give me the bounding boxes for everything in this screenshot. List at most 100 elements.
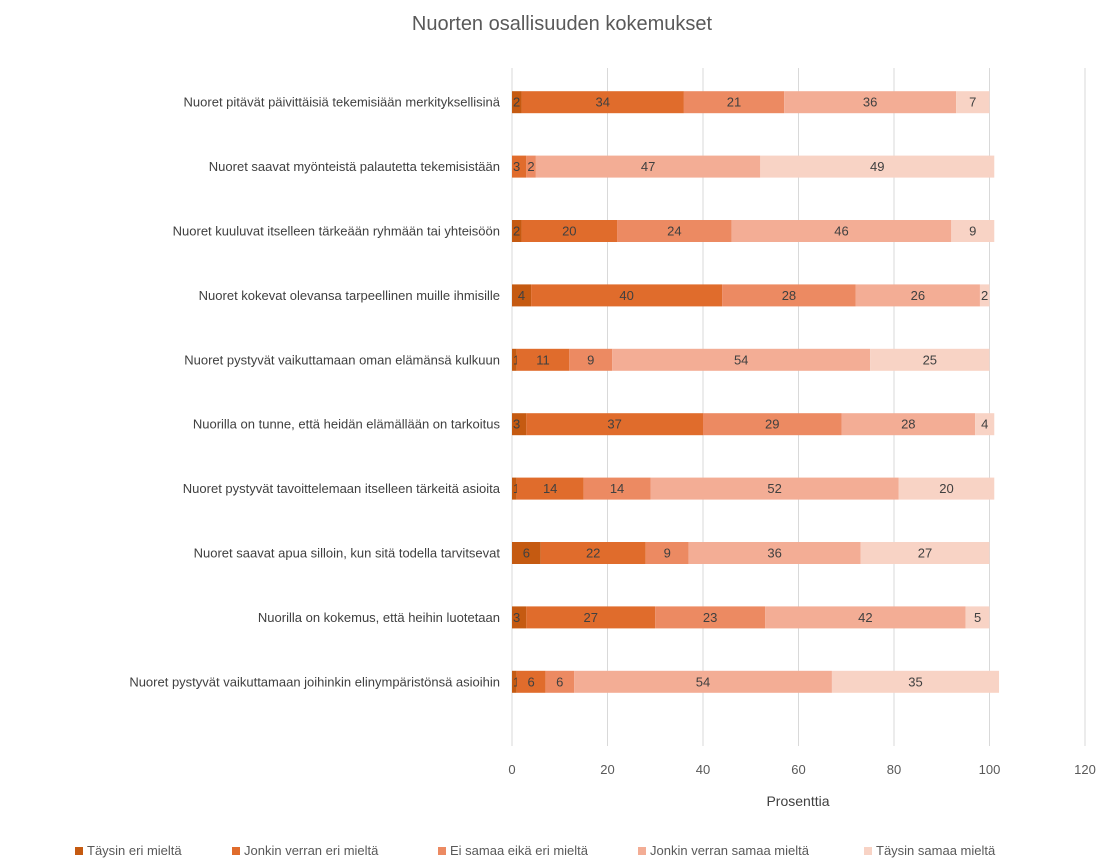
- data-label: 4: [981, 417, 988, 432]
- data-label: 2: [981, 288, 988, 303]
- data-label: 37: [607, 417, 621, 432]
- bar-segment: [612, 348, 871, 371]
- bar-segment: [545, 670, 575, 693]
- bar-segment: [512, 220, 522, 242]
- bars: 2342136703247492202446944028262111954253…: [512, 91, 1000, 693]
- bar-segment: [979, 284, 990, 307]
- legend-label: Jonkin verran samaa mieltä: [650, 843, 810, 858]
- data-label: 20: [939, 481, 953, 496]
- data-label: 6: [527, 674, 534, 689]
- legend-label: Täysin eri mieltä: [87, 843, 182, 858]
- data-label: 52: [767, 481, 781, 496]
- data-label: 9: [587, 352, 594, 367]
- category-label: Nuorilla on kokemus, että heihin luoteta…: [258, 610, 500, 625]
- data-label: 14: [543, 481, 557, 496]
- category-label: Nuorilla on tunne, että heidän elämällää…: [193, 417, 501, 432]
- data-label: 28: [782, 288, 796, 303]
- legend-label: Jonkin verran eri mieltä: [244, 843, 379, 858]
- bar-segment: [526, 155, 536, 178]
- gridlines: [511, 68, 1086, 746]
- x-tick-labels: 0 20 40 60 80 100 120: [508, 762, 1095, 777]
- bar-segment: [703, 413, 842, 436]
- legend-swatch: [638, 847, 646, 855]
- bar-segment: [512, 606, 527, 629]
- category-label: Nuoret pystyvät tavoittelemaan itselleen…: [183, 481, 501, 496]
- data-label: 21: [727, 95, 741, 110]
- bar-segment: [540, 542, 646, 564]
- data-label: 11: [536, 352, 550, 367]
- bar-segment: [645, 542, 689, 564]
- bar-segment: [512, 348, 517, 371]
- data-label: 24: [667, 224, 681, 239]
- bar-segment: [512, 413, 527, 436]
- data-label: 25: [923, 352, 937, 367]
- bar-segment: [860, 542, 990, 564]
- category-label: Nuoret saavat apua silloin, kun sitä tod…: [194, 546, 501, 561]
- data-label: 40: [619, 288, 633, 303]
- category-label: Nuoret pystyvät vaikuttamaan joihinkin e…: [129, 674, 500, 689]
- x-tick-20: 20: [600, 762, 614, 777]
- legend-swatch: [232, 847, 240, 855]
- bar-segment: [583, 477, 651, 500]
- data-label: 4: [518, 288, 525, 303]
- x-tick-100: 100: [979, 762, 1001, 777]
- bar-segment: [512, 542, 541, 564]
- bar-segment: [512, 477, 517, 500]
- category-labels: Nuoret pitävät päivittäisiä tekemisiään …: [129, 95, 500, 690]
- bar-segment: [512, 284, 532, 307]
- category-label: Nuoret kokevat olevansa tarpeellinen mui…: [199, 288, 500, 303]
- data-label: 22: [586, 546, 600, 561]
- legend-label: Ei samaa eikä eri mieltä: [450, 843, 589, 858]
- data-label: 3: [513, 610, 520, 625]
- bar-segment: [855, 284, 980, 307]
- x-tick-120: 120: [1074, 762, 1096, 777]
- data-label: 5: [974, 610, 981, 625]
- data-label: 26: [911, 288, 925, 303]
- data-label: 20: [562, 224, 576, 239]
- bar-segment: [521, 91, 684, 114]
- data-label: 1: [513, 481, 520, 496]
- bar-segment: [617, 220, 732, 242]
- data-label: 46: [834, 224, 848, 239]
- bar-segment: [784, 91, 957, 114]
- legend-swatch: [438, 847, 446, 855]
- bar-segment: [760, 155, 995, 178]
- data-label: 9: [969, 224, 976, 239]
- category-label: Nuoret pitävät päivittäisiä tekemisiään …: [184, 95, 501, 110]
- legend-swatch: [864, 847, 872, 855]
- bar-segment: [569, 348, 613, 371]
- category-label: Nuoret saavat myönteistä palautetta teke…: [209, 159, 500, 174]
- data-label: 23: [703, 610, 717, 625]
- data-label: 3: [513, 417, 520, 432]
- legend-swatch: [75, 847, 83, 855]
- x-tick-40: 40: [696, 762, 710, 777]
- bar-segment: [526, 606, 656, 629]
- data-label: 3: [513, 159, 520, 174]
- bar-segment: [574, 670, 832, 693]
- data-label: 47: [641, 159, 655, 174]
- category-label: Nuoret pystyvät vaikuttamaan oman elämän…: [184, 352, 500, 367]
- data-label: 2: [527, 159, 534, 174]
- bar-segment: [951, 220, 995, 242]
- bar-segment: [965, 606, 990, 629]
- bar-segment: [683, 91, 785, 114]
- bar-segment: [870, 348, 990, 371]
- data-label: 1: [513, 352, 520, 367]
- bar-segment: [512, 670, 517, 693]
- x-axis-title: Prosenttia: [766, 793, 829, 809]
- chart-title: Nuorten osallisuuden kokemukset: [412, 13, 713, 35]
- data-label: 2: [513, 224, 520, 239]
- data-label: 34: [595, 95, 609, 110]
- x-tick-80: 80: [887, 762, 901, 777]
- bar-segment: [512, 91, 522, 114]
- data-label: 54: [696, 674, 710, 689]
- x-tick-60: 60: [791, 762, 805, 777]
- bar-segment: [956, 91, 990, 114]
- legend-label: Täysin samaa mieltä: [876, 843, 996, 858]
- data-label: 49: [870, 159, 884, 174]
- data-label: 1: [513, 674, 520, 689]
- data-label: 6: [523, 546, 530, 561]
- data-label: 35: [908, 674, 922, 689]
- data-label: 7: [969, 95, 976, 110]
